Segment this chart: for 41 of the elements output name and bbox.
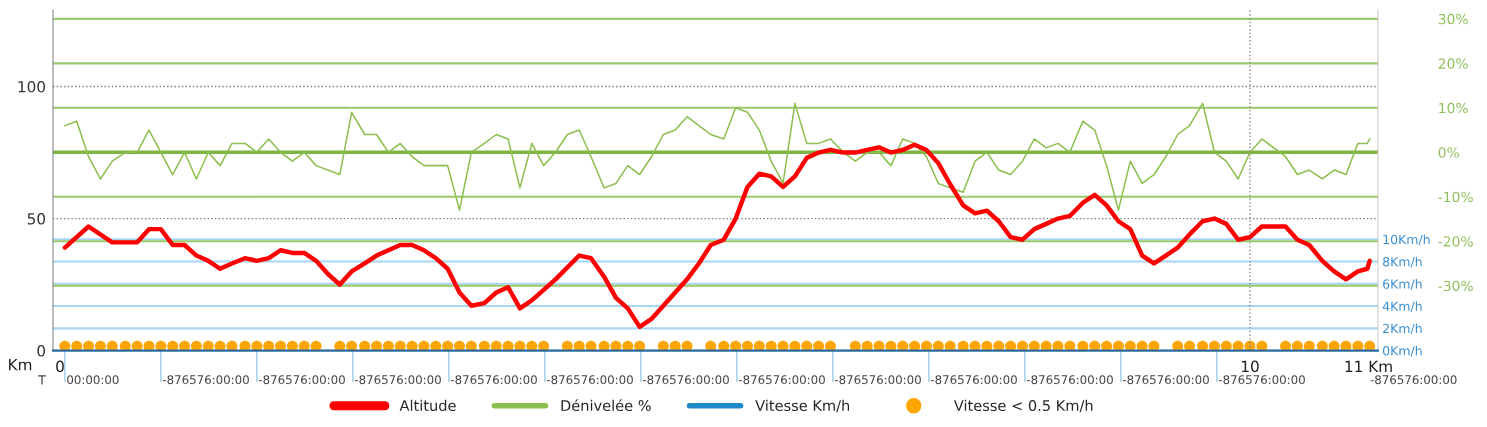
y3-tick-label: 0Km/h <box>1382 345 1422 357</box>
text: -876576:00:00 <box>258 375 345 385</box>
y2-tick-label: -10% <box>1438 191 1473 203</box>
text: -876576:00:00 <box>450 375 537 385</box>
y-tick-label: 0 <box>37 345 46 357</box>
y-tick-label: 50 <box>27 213 46 225</box>
x-axis-title: Km <box>9 359 32 371</box>
legend-label: Altitude <box>399 399 456 412</box>
text: -876576:00:00 <box>642 375 729 385</box>
text: -876576:00:00 <box>834 375 921 385</box>
legend-label: Vitesse Km/h <box>755 399 850 413</box>
y-tick-label: 100 <box>18 81 46 93</box>
text: -876576:00:00 <box>1218 375 1305 385</box>
line-series <box>64 102 1371 211</box>
y2-tick-label: 10% <box>1439 102 1468 114</box>
x-tick-label: 10 <box>1241 360 1259 373</box>
y2-tick-label: 30% <box>1438 13 1468 25</box>
y2-tick-label: -20% <box>1438 236 1473 247</box>
y3-tick-label: 8Km/h <box>1383 256 1422 268</box>
text: -876576:00:00 <box>1122 375 1209 385</box>
x-tick-label: 0 <box>56 360 64 373</box>
text: -876576:00:00 <box>1026 375 1113 385</box>
legend-label: Vitesse < 0.5 Km/h <box>953 399 1093 413</box>
text: -876576:00:00 <box>1370 375 1457 385</box>
text: -876576:00:00 <box>354 375 441 385</box>
y2-tick-label: 0% <box>1438 147 1459 158</box>
text: -876576:00:00 <box>162 375 249 385</box>
text: -876576:00:00 <box>738 375 825 385</box>
line-series <box>62 142 1372 330</box>
legend-label: Dénivelée % <box>561 399 651 412</box>
x-tick-label: 11 Km <box>1345 360 1392 372</box>
y3-tick-label: 6Km/h <box>1383 279 1422 290</box>
text: 00:00:00 <box>67 375 119 385</box>
text: T <box>38 375 46 385</box>
text: -876576:00:00 <box>930 375 1017 385</box>
y3-tick-label: 4Km/h <box>1382 301 1422 312</box>
y3-tick-label: 2Km/h <box>1383 323 1422 335</box>
y2-tick-label: -30% <box>1438 280 1473 292</box>
text: -876576:00:00 <box>546 375 633 385</box>
y3-tick-label: 10Km/h <box>1383 234 1430 246</box>
y2-tick-label: 20% <box>1438 58 1468 69</box>
